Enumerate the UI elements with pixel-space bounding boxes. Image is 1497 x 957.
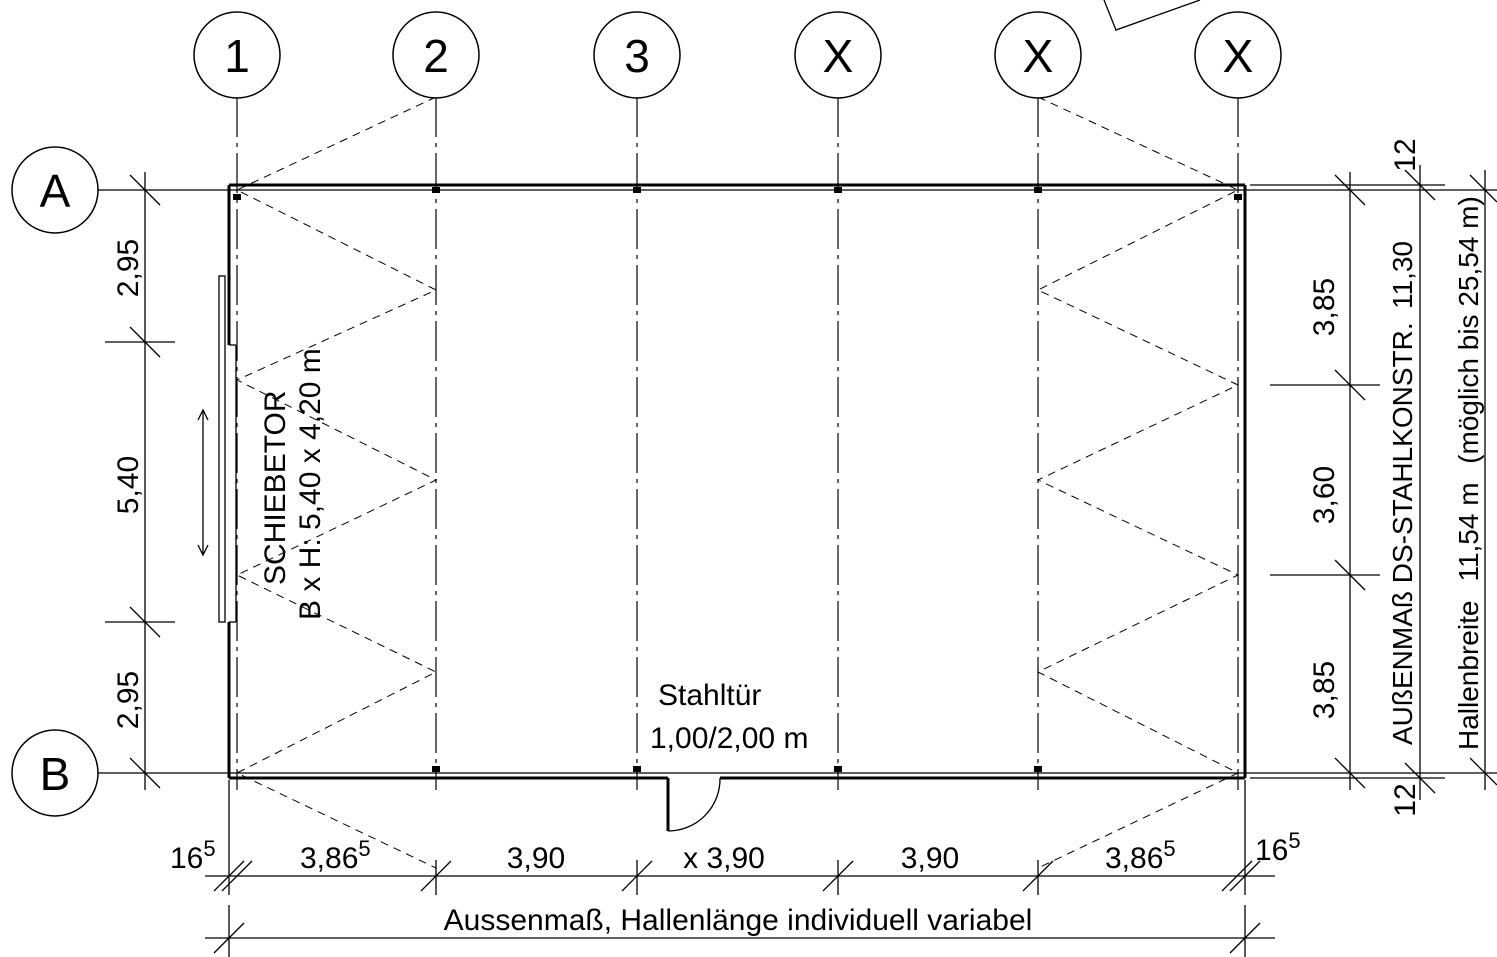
gate-size: B x H: 5,40 x 4,20 m	[294, 348, 327, 620]
column-axis-bubbles: 1 2 3 X X X	[193, 11, 1282, 99]
door-annotation: Stahltür 1,00/2,00 m	[650, 679, 808, 755]
offset-bottom: 12	[1389, 783, 1422, 816]
left-dim-1: 2,95	[112, 239, 145, 297]
column-label-4: X	[823, 30, 854, 82]
steel-door-symbol	[666, 777, 721, 832]
left-dim-2: 5,40	[112, 456, 145, 514]
bottom-bay-2: 3,90	[507, 842, 565, 875]
column-label-5: X	[1023, 30, 1054, 82]
column-label-3: 3	[624, 30, 650, 82]
length-dimension: Aussenmaß, Hallenlänge individuell varia…	[205, 904, 1275, 957]
row-label-b: B	[40, 748, 71, 800]
bottom-bay-1: 3,865	[300, 836, 371, 875]
length-label: Aussenmaß, Hallenlänge individuell varia…	[444, 904, 1033, 937]
bracing-lines	[235, 96, 1240, 869]
grid-axes-vertical	[236, 97, 1239, 790]
column-markers	[233, 187, 1242, 772]
bottom-bay-3: x 3,90	[683, 842, 765, 875]
right-dim-3: 3,85	[1308, 661, 1341, 719]
detail-marker-fragment	[1103, 0, 1201, 31]
gate-annotation: SCHIEBETOR B x H: 5,40 x 4,20 m	[259, 348, 327, 620]
hall-width-value: 11,54 m	[1453, 482, 1484, 581]
bottom-bay-4: 3,90	[901, 842, 959, 875]
right-dim-1: 3,85	[1308, 278, 1341, 336]
bottom-edge-right: 165	[1255, 828, 1301, 867]
grid-axes-horizontal	[97, 189, 1440, 774]
right-dim-2: 3,60	[1308, 466, 1341, 524]
row-axis-bubbles: A B	[11, 146, 99, 817]
building-outline	[227, 183, 1247, 780]
outer-steel-dimension: 12 12 AUßENMAß DS-STAHLKONSTR. 11,30	[1250, 138, 1445, 817]
offset-top: 12	[1389, 138, 1422, 171]
left-dimension-chain: 2,95 5,40 2,95	[105, 172, 175, 790]
bottom-bay-5: 3,865	[1105, 836, 1176, 875]
row-label-a: A	[40, 165, 71, 217]
hall-width-dimension: Hallenbreite 11,54 m (möglich bis 25,54 …	[1440, 170, 1497, 790]
bottom-dimension-chain: 165 3,865 3,90 x 3,90 3,90 3,865 165	[170, 780, 1301, 895]
bottom-edge-left: 165	[170, 836, 216, 875]
hall-width-note: (möglich bis 25,54 m)	[1453, 196, 1484, 464]
column-label-2: 2	[423, 30, 449, 82]
outer-dim-label: AUßENMAß DS-STAHLKONSTR.	[1387, 322, 1418, 745]
column-label-1: 1	[224, 30, 250, 82]
hall-width-label: Hallenbreite	[1453, 601, 1484, 750]
outer-dim-value: 11,30	[1387, 241, 1418, 309]
right-dimension-chain: 3,85 3,60 3,85	[1270, 172, 1380, 790]
sliding-gate	[197, 275, 226, 623]
door-title: Stahltür	[658, 679, 761, 712]
left-dim-3: 2,95	[112, 671, 145, 729]
gate-title: SCHIEBETOR	[259, 391, 292, 586]
door-size: 1,00/2,00 m	[650, 722, 808, 755]
column-label-6: X	[1223, 30, 1254, 82]
